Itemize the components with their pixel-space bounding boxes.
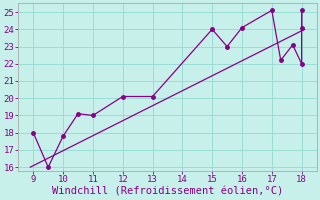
X-axis label: Windchill (Refroidissement éolien,°C): Windchill (Refroidissement éolien,°C) (52, 187, 283, 197)
